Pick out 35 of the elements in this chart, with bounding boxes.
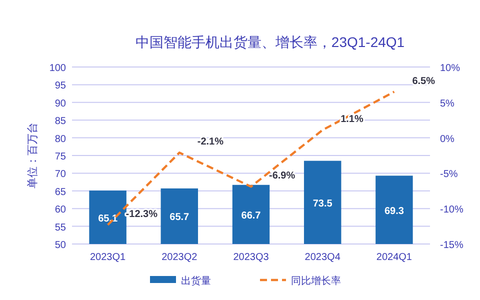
data-label: 65.7 bbox=[170, 212, 190, 224]
y-tick-label: 90 bbox=[54, 98, 66, 110]
y-tick-label: 50 bbox=[54, 240, 66, 251]
data-label: 65,1 bbox=[98, 213, 118, 224]
legend-label: 同比增长率 bbox=[291, 275, 341, 287]
y-tick-label: 70 bbox=[54, 169, 66, 180]
data-label: 1.1% bbox=[340, 114, 364, 126]
x-tick-label: 2023Q3 bbox=[233, 252, 270, 263]
y-tick-label: 100 bbox=[49, 63, 66, 74]
y2-tick-label: -10% bbox=[440, 204, 464, 216]
legend-label: 出货量 bbox=[181, 275, 211, 287]
y-tick-label: 95 bbox=[54, 80, 66, 92]
y2-tick-label: 10% bbox=[440, 63, 460, 74]
y2-tick-label: 5% bbox=[440, 98, 455, 110]
y-tick-label: 75 bbox=[54, 152, 66, 162]
data-label: -6.9% bbox=[269, 170, 296, 182]
y-axis-title: 单位：百万台 bbox=[26, 122, 39, 188]
y2-tick-label: 0% bbox=[440, 134, 455, 145]
x-tick-label: 2023Q2 bbox=[162, 252, 198, 263]
x-tick-label: 2023Q4 bbox=[304, 252, 341, 263]
x-tick-label: 2023Q1 bbox=[90, 252, 126, 263]
y2-tick-label: -15% bbox=[440, 240, 464, 251]
data-label: 66.7 bbox=[241, 210, 262, 222]
x-tick-label: 2024Q1 bbox=[376, 252, 412, 263]
y-tick-label: 55 bbox=[54, 222, 66, 234]
y-tick-label: 85 bbox=[54, 116, 66, 128]
data-label: -2.1% bbox=[197, 136, 224, 148]
y-tick-label: 60 bbox=[54, 204, 66, 216]
data-label: 69.3 bbox=[384, 206, 404, 217]
data-label: 73.5 bbox=[312, 198, 333, 210]
data-label: 6.5% bbox=[412, 76, 436, 87]
y-tick-label: 80 bbox=[54, 134, 66, 145]
chart-title: 中国智能手机出货量、增长率，23Q1-24Q1 bbox=[135, 34, 405, 50]
y2-tick-label: -5% bbox=[440, 169, 458, 180]
y-tick-label: 65 bbox=[54, 186, 66, 198]
